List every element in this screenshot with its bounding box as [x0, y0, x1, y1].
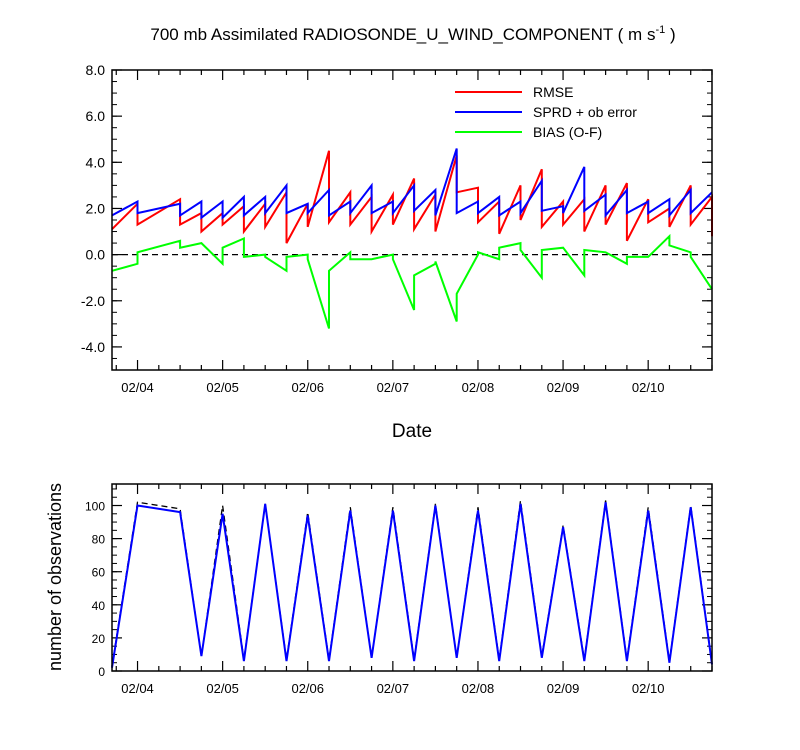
chart-title: 700 mb Assimilated RADIOSONDE_U_WIND_COM…: [150, 24, 675, 44]
chart-title-main: 700 mb Assimilated RADIOSONDE_U_WIND_COM…: [150, 25, 655, 44]
x-axis-title: Date: [392, 421, 432, 442]
legend: RMSE SPRD + ob error BIAS (O-F): [455, 84, 637, 140]
top-ytick-label: 2.0: [86, 200, 106, 216]
top-xtick-label: 02/05: [206, 380, 239, 395]
top-xtick-label: 02/06: [291, 380, 324, 395]
bottom-xtick-label: 02/07: [377, 681, 410, 696]
bottom-xtick-label: 02/06: [291, 681, 324, 696]
top-xtick-label: 02/04: [121, 380, 154, 395]
top-ytick-label: 0.0: [86, 247, 106, 263]
bottom-ytick-label: 60: [92, 566, 106, 580]
legend-label-bias: BIAS (O-F): [533, 124, 602, 140]
top-ytick-label: 8.0: [86, 62, 106, 78]
bottom-xtick-label: 02/04: [121, 681, 154, 696]
top-ytick-label: 6.0: [86, 108, 106, 124]
top-ytick-label: -4.0: [81, 339, 105, 355]
series-sprd-ob-error: [111, 148, 713, 221]
bottom-xtick-label: 02/05: [206, 681, 239, 696]
series-bias-o-f: [111, 233, 713, 329]
top-ytick-label: 4.0: [86, 154, 106, 170]
top-plot-frame: [111, 69, 713, 371]
legend-label-sprd: SPRD + ob error: [533, 104, 637, 120]
top-xtick-label: 02/08: [462, 380, 495, 395]
top-xtick-label: 02/07: [377, 380, 410, 395]
bottom-plot-frame: [111, 483, 713, 672]
bottom-ytick-label: 100: [85, 500, 105, 514]
top-ytick-label: -2.0: [81, 293, 105, 309]
bottom-xtick-label: 02/08: [462, 681, 495, 696]
legend-label-rmse: RMSE: [533, 84, 573, 100]
bottom-ytick-label: 20: [92, 632, 106, 646]
bottom-xtick-label: 02/10: [632, 681, 665, 696]
bottom-y-axis-title: number of observations: [45, 483, 65, 671]
chart-title-close: ): [665, 25, 675, 44]
series-used: [111, 502, 713, 668]
bottom-ytick-label: 80: [92, 533, 106, 547]
chart-title-exponent: -1: [655, 24, 665, 36]
bottom-ytick-label: 0: [98, 665, 105, 679]
bottom-ytick-label: 40: [92, 599, 106, 613]
top-xtick-label: 02/09: [547, 380, 580, 395]
top-xtick-label: 02/10: [632, 380, 665, 395]
bottom-xtick-label: 02/09: [547, 681, 580, 696]
top-panel: 8.0 6.0 4.0 2.0 0.0 -2.0 -4.0 02/04 02/05 02/06 02…: [81, 62, 713, 395]
bottom-panel: 100 80 60 40 20 0 02/04 02/05 02/06 02/07 02/08 02/…: [85, 484, 713, 696]
